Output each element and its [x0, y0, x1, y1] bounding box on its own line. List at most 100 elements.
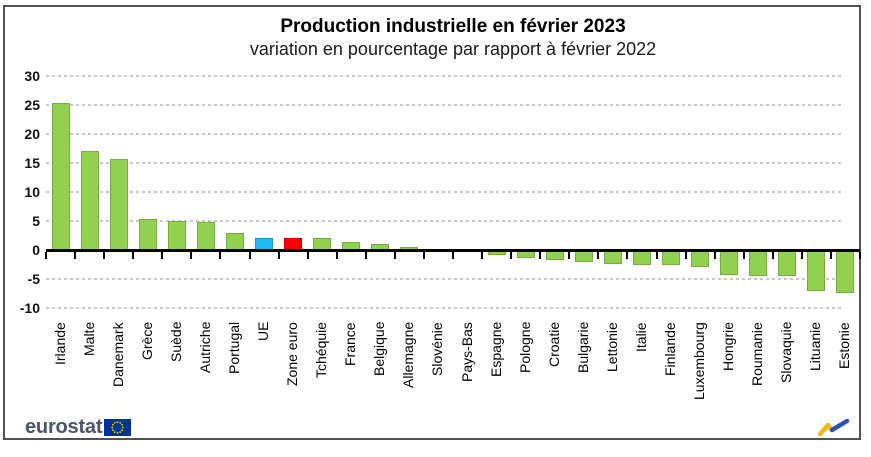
gridline [46, 132, 841, 135]
x-tick-label: Finlande [662, 322, 679, 376]
bar [749, 250, 768, 276]
axis-tick [422, 251, 425, 259]
x-tick-label: Roumanie [749, 322, 766, 386]
x-tick-label: Tchéquie [313, 322, 330, 379]
x-tick-label: Lituanie [807, 322, 824, 372]
x-tick-label: Autriche [196, 322, 213, 374]
axis-tick [219, 251, 222, 259]
axis-tick [248, 251, 251, 259]
axis-tick [335, 251, 338, 259]
gridline [46, 161, 841, 164]
axis-tick [771, 251, 774, 259]
eurostat-swoosh-icon [817, 419, 850, 437]
x-tick-label: Slovaquie [778, 322, 795, 384]
bar [138, 219, 157, 250]
x-tick-label: Italie [632, 322, 649, 352]
axis-tick [364, 251, 367, 259]
gridline [46, 74, 841, 77]
bar [807, 250, 826, 291]
gridline [46, 307, 841, 310]
axis-tick [74, 251, 77, 259]
x-tick-label: Grèce [138, 322, 155, 361]
x-tick-label: Pays-Bas [458, 322, 475, 382]
y-tick-label: 20 [24, 125, 40, 142]
axis-tick [306, 251, 309, 259]
bar [691, 250, 710, 267]
bar [836, 250, 855, 294]
axis-tick [742, 251, 745, 259]
x-tick-label: Hongrie [720, 322, 737, 372]
y-tick-label: 15 [24, 154, 40, 171]
y-tick-label: -5 [27, 271, 40, 288]
axis-tick [539, 251, 542, 259]
axis-tick [190, 251, 193, 259]
y-tick-label: 0 [32, 242, 40, 258]
axis-tick [568, 251, 571, 259]
axis-tick [510, 251, 513, 259]
bar [167, 220, 186, 250]
bar [603, 250, 622, 264]
y-tick-label: 25 [24, 96, 40, 113]
axis-tick [103, 251, 106, 259]
bar [196, 221, 215, 250]
gridline [46, 278, 841, 281]
gridline [46, 103, 841, 106]
axis-tick [859, 251, 861, 259]
y-tick-label: 5 [32, 212, 40, 229]
bar [51, 103, 70, 250]
axis-tick [132, 251, 135, 259]
bar [574, 250, 593, 262]
y-tick-label: 30 [24, 67, 40, 84]
bar [225, 233, 244, 250]
axis-tick [713, 251, 716, 259]
axis-tick [452, 251, 454, 259]
bar [720, 250, 739, 275]
axis-tick [481, 251, 484, 259]
axis-tick [45, 251, 47, 259]
bar [662, 250, 681, 266]
bar [545, 250, 564, 261]
axis-tick [800, 251, 803, 259]
x-tick-label: Zone euro [284, 322, 301, 386]
x-tick-label: Suède [167, 322, 184, 363]
x-tick-label: France [342, 322, 359, 366]
x-tick-label: Slovénie [429, 322, 446, 376]
eu-flag-icon [104, 418, 132, 436]
axis-tick [829, 251, 832, 259]
x-tick-label: Malte [80, 322, 97, 357]
chart-title: Production industrielle en février 2023 [280, 16, 626, 37]
x-tick-label: Allemagne [400, 322, 417, 389]
x-tick-label: Croatie [545, 322, 562, 368]
bar [778, 250, 797, 277]
axis-tick [277, 251, 280, 259]
axis-tick [626, 251, 629, 259]
x-tick-label: Irlande [51, 322, 68, 365]
x-tick-label: Espagne [487, 322, 504, 378]
axis-tick [597, 251, 600, 259]
gridline [46, 219, 841, 222]
gridline [46, 190, 841, 193]
axis-tick [393, 251, 396, 259]
x-tick-label: Danemark [109, 322, 126, 387]
y-tick-label: -10 [19, 300, 40, 317]
x-tick-label: Bulgarie [574, 322, 591, 374]
chart-subtitle: variation en pourcentage par rapport à f… [249, 39, 657, 59]
y-tick-label: 10 [24, 183, 40, 200]
eurostat-logo: eurostat [25, 416, 132, 438]
eurostat-wordmark: eurostat [25, 416, 103, 438]
bar [632, 250, 651, 265]
x-tick-label: Portugal [225, 322, 242, 375]
x-tick-label: Belgique [371, 322, 388, 377]
x-tick-label: Estonie [836, 322, 853, 369]
axis-tick [161, 251, 164, 259]
axis-tick [684, 251, 687, 259]
bar [80, 150, 99, 250]
bar [109, 159, 128, 250]
x-tick-label: Lettonie [603, 322, 620, 372]
axis-tick [655, 251, 658, 259]
x-tick-label: UE [255, 322, 272, 342]
x-tick-label: Luxembourg [691, 322, 708, 400]
x-tick-label: Pologne [516, 322, 533, 374]
x-axis-line [46, 248, 860, 252]
